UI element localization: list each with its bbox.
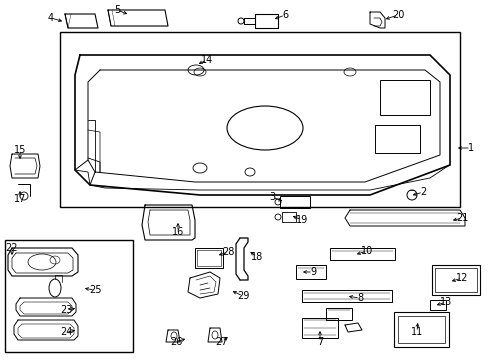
Text: 1: 1 <box>467 143 473 153</box>
Bar <box>374 125 419 153</box>
Bar <box>295 265 325 279</box>
Bar <box>429 300 445 310</box>
Bar <box>393 312 448 347</box>
Text: 11: 11 <box>410 327 422 337</box>
Bar <box>280 196 309 208</box>
Text: 13: 13 <box>439 297 451 307</box>
Text: 18: 18 <box>250 252 263 262</box>
Text: 4: 4 <box>48 13 54 23</box>
Text: 24: 24 <box>60 327 72 337</box>
Bar <box>302 290 391 302</box>
Text: 17: 17 <box>14 194 26 204</box>
Text: 8: 8 <box>356 293 362 303</box>
Bar <box>195 248 223 268</box>
Text: 26: 26 <box>169 337 182 347</box>
Text: 16: 16 <box>171 227 184 237</box>
Text: 5: 5 <box>114 5 120 15</box>
Text: 12: 12 <box>455 273 467 283</box>
Text: 19: 19 <box>295 215 307 225</box>
Text: 20: 20 <box>391 10 404 20</box>
Bar <box>325 308 351 320</box>
Text: 15: 15 <box>14 145 26 155</box>
Text: 2: 2 <box>419 187 425 197</box>
Bar <box>379 80 429 115</box>
Text: 22: 22 <box>6 243 18 253</box>
Bar <box>329 248 394 260</box>
Text: 28: 28 <box>222 247 234 257</box>
Text: 10: 10 <box>360 246 372 256</box>
Text: 14: 14 <box>201 55 213 65</box>
Text: 21: 21 <box>455 213 467 223</box>
Bar <box>434 268 476 292</box>
Text: 25: 25 <box>88 285 101 295</box>
Bar <box>60 32 459 207</box>
Bar <box>397 316 444 343</box>
Text: 29: 29 <box>236 291 249 301</box>
Bar <box>282 212 295 222</box>
Text: 6: 6 <box>282 10 287 20</box>
Text: 9: 9 <box>309 267 315 277</box>
Bar <box>431 265 479 295</box>
Text: 3: 3 <box>268 192 274 202</box>
Text: 27: 27 <box>215 337 228 347</box>
Text: 23: 23 <box>60 305 72 315</box>
Text: 7: 7 <box>316 337 323 347</box>
Bar <box>302 318 337 338</box>
Bar <box>5 240 133 352</box>
